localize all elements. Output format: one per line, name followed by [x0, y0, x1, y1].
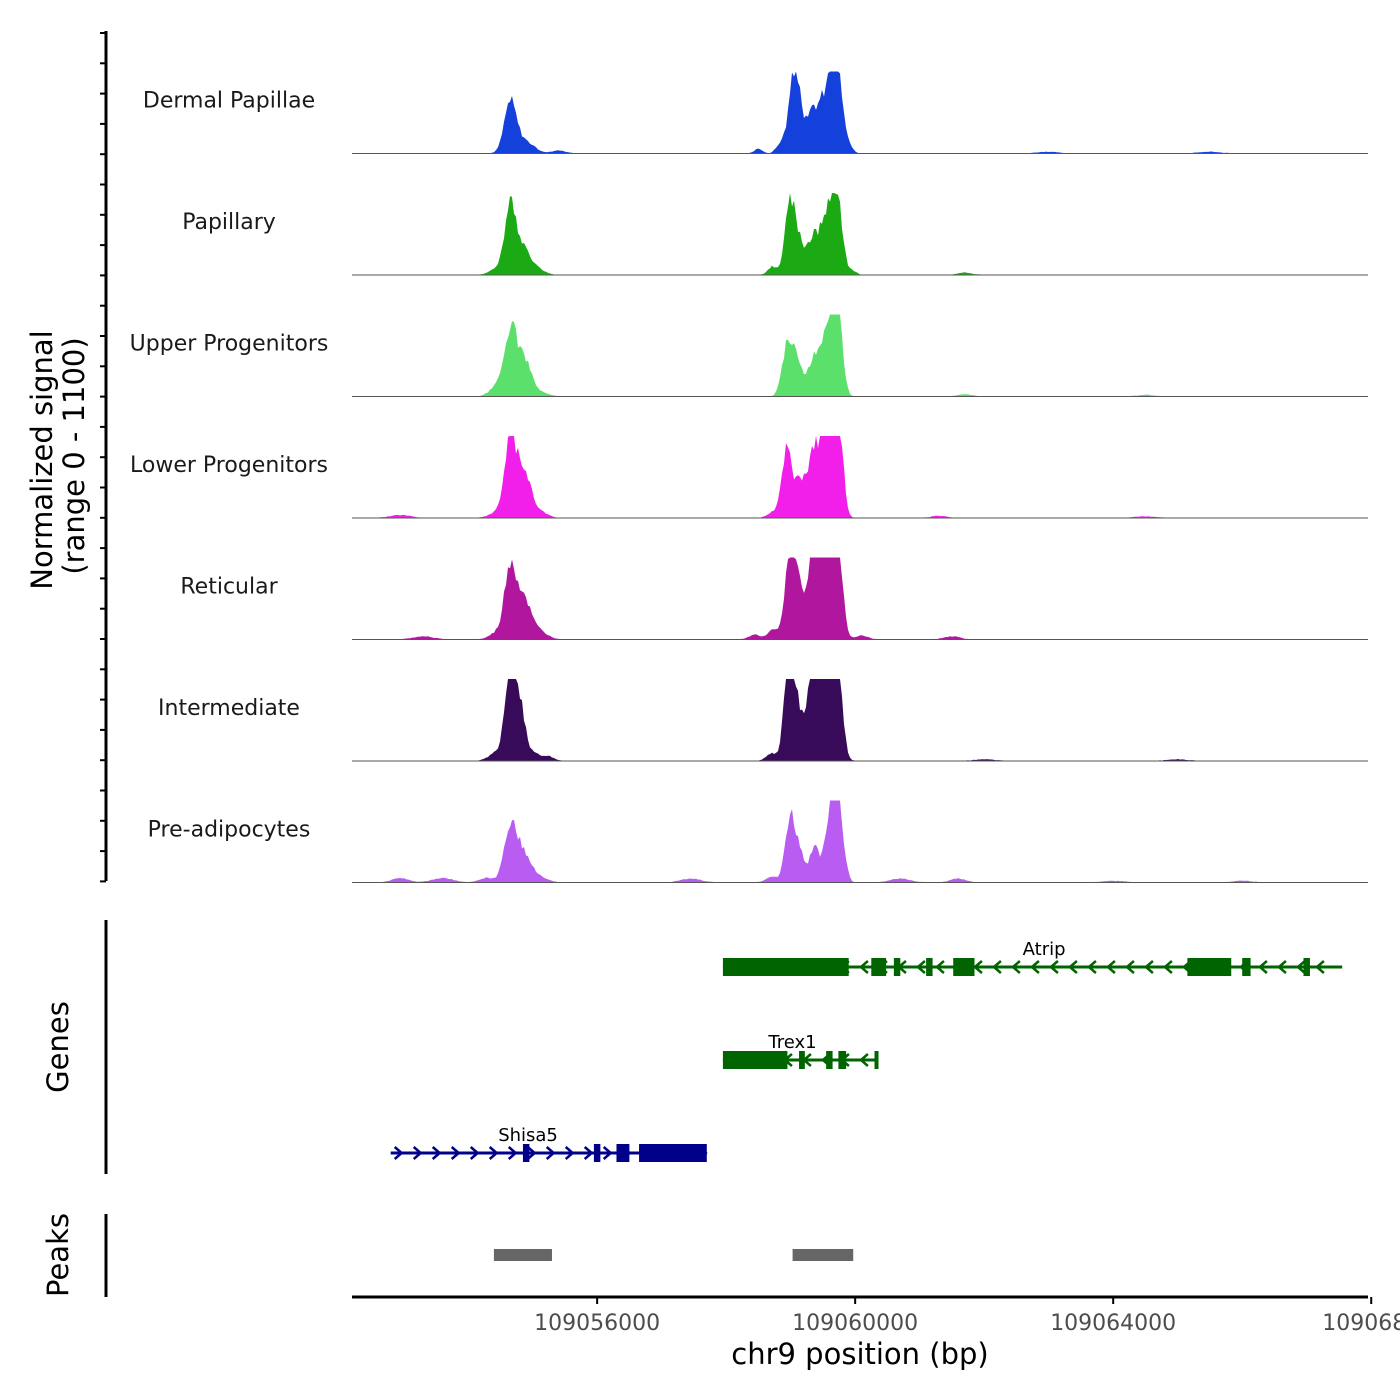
strand-arrow [545, 1146, 556, 1160]
strand-arrow [1048, 960, 1059, 974]
gene-label: Trex1 [767, 1032, 816, 1053]
strand-arrow [973, 960, 983, 974]
track-upper-progenitors: Upper Progenitors [130, 314, 1368, 397]
exon [838, 1051, 847, 1069]
strand-arrow [1276, 960, 1287, 974]
track-intermediate: Intermediate [158, 679, 1368, 762]
exon [874, 1051, 879, 1069]
track-area [352, 800, 1368, 883]
exon [722, 1051, 788, 1069]
strand-arrow [1105, 960, 1116, 974]
strand-arrow [507, 1146, 518, 1160]
track-area [352, 679, 1368, 761]
signal-tracks: Dermal Papillae Papillary Upper Progenitor… [130, 71, 1368, 883]
y-axis-label-peaks: Peaks [41, 1213, 75, 1297]
strand-arrow [602, 1146, 613, 1160]
exon [616, 1144, 630, 1162]
exon [639, 1144, 707, 1162]
strand-arrow [1257, 960, 1268, 974]
strand-arrow [1143, 960, 1154, 974]
strand-arrow [564, 1146, 575, 1160]
exon [799, 1051, 805, 1069]
track-dermal-papillae: Dermal Papillae [143, 71, 1368, 154]
y-axis-label-genes: Genes [41, 1001, 75, 1093]
strand-arrow [1086, 960, 1097, 974]
strand-arrow [1010, 960, 1021, 974]
track-papillary: Papillary [182, 193, 1368, 276]
peak-track [493, 1249, 854, 1261]
exon [1303, 958, 1310, 976]
y-axis-label-signal-range: (range 0 - 1100) [57, 337, 91, 574]
strand-arrow [859, 1053, 869, 1067]
strand-arrow [1067, 960, 1078, 974]
strand-arrow [935, 960, 945, 974]
y-axis-label-signal: Normalized signal [25, 330, 59, 589]
x-tick-label: 109056000 [534, 1311, 660, 1336]
track-area [352, 314, 1368, 397]
strand-arrow [1162, 960, 1173, 974]
strand-arrow [1295, 960, 1306, 974]
exon [826, 1051, 833, 1069]
exon [722, 958, 849, 976]
track-label: Reticular [180, 575, 278, 600]
strand-arrow [1124, 960, 1135, 974]
track-area [352, 71, 1368, 154]
x-tick-label: 1090680 [1322, 1311, 1400, 1336]
exon [953, 958, 975, 976]
strand-arrow [431, 1146, 442, 1160]
track-area [352, 436, 1368, 518]
exon [893, 958, 901, 976]
track-label: Pre-adipocytes [148, 818, 311, 843]
x-axis-label: chr9 position (bp) [731, 1337, 988, 1371]
gene-trex1: Trex1 [722, 1032, 879, 1069]
track-reticular: Reticular [180, 557, 1368, 640]
track-area [352, 557, 1368, 640]
track-area [352, 193, 1368, 275]
strand-arrow [526, 1146, 537, 1160]
exon [522, 1144, 530, 1162]
track-label: Lower Progenitors [130, 453, 328, 478]
gene-track: Atrip Trex1 Shisa5 [390, 939, 1343, 1162]
track-label: Papillary [182, 210, 276, 235]
gene-atrip: Atrip [722, 939, 1343, 976]
track-label: Upper Progenitors [130, 332, 329, 357]
strand-arrow [916, 960, 926, 974]
strand-arrow [469, 1146, 480, 1160]
track-lower-progenitors: Lower Progenitors [130, 436, 1368, 519]
strand-arrow [450, 1146, 461, 1160]
exon [1242, 958, 1251, 976]
x-tick-label: 109064000 [1050, 1311, 1176, 1336]
strand-arrow [583, 1146, 594, 1160]
axes: 109056000 109060000 109064000 1090680 [100, 31, 1400, 1336]
strand-arrow [1029, 960, 1040, 974]
track-label: Dermal Papillae [143, 89, 315, 114]
exon [593, 1144, 601, 1162]
strand-arrow [859, 960, 869, 974]
peak-region [792, 1249, 854, 1261]
track-label: Intermediate [158, 696, 300, 721]
strand-arrow [412, 1146, 423, 1160]
exon [926, 958, 933, 976]
peak-region [493, 1249, 552, 1261]
strand-arrow [488, 1146, 499, 1160]
strand-arrow [393, 1146, 404, 1160]
exon [871, 958, 887, 976]
gene-shisa5: Shisa5 [390, 1125, 708, 1162]
exon [1187, 958, 1232, 976]
gene-label: Shisa5 [498, 1125, 558, 1146]
strand-arrow [992, 960, 1002, 974]
track-pre-adipocytes: Pre-adipocytes [148, 800, 1368, 883]
x-tick-label: 109060000 [792, 1311, 918, 1336]
gene-label: Atrip [1023, 939, 1066, 960]
strand-arrow [1314, 960, 1325, 974]
